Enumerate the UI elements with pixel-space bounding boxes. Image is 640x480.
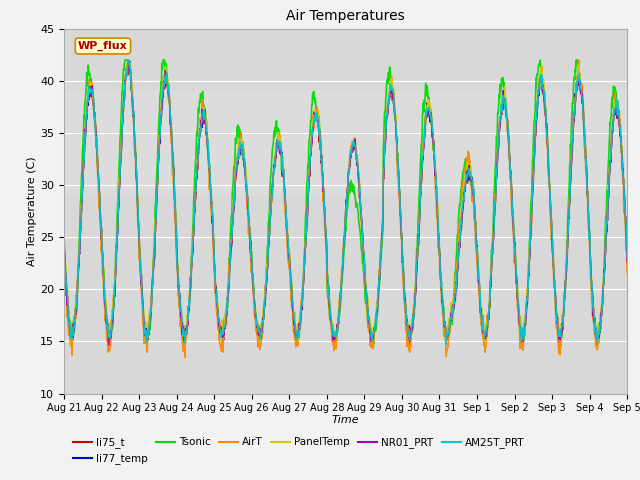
- X-axis label: Time: Time: [332, 415, 360, 425]
- Title: Air Temperatures: Air Temperatures: [286, 10, 405, 24]
- Legend: li75_t, li77_temp, Tsonic, AirT, PanelTemp, NR01_PRT, AM25T_PRT: li75_t, li77_temp, Tsonic, AirT, PanelTe…: [69, 433, 529, 468]
- Text: WP_flux: WP_flux: [78, 41, 128, 51]
- Bar: [64, 91, 627, 195]
- Y-axis label: Air Temperature (C): Air Temperature (C): [28, 156, 37, 266]
